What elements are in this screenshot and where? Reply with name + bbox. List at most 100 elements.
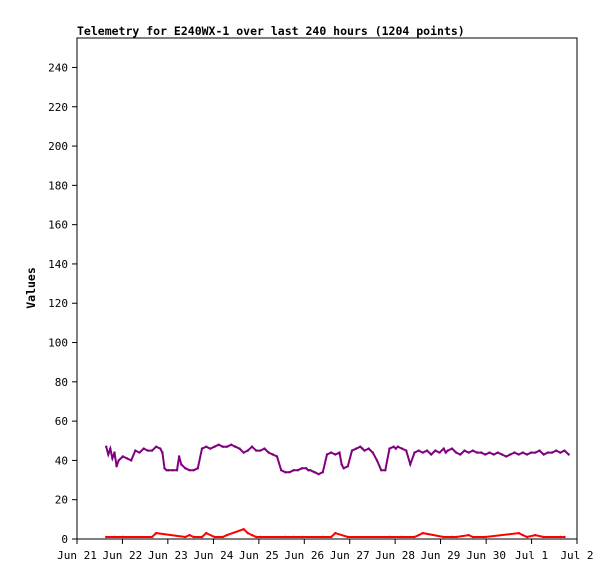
- series-point: [442, 535, 445, 539]
- series-point: [500, 453, 504, 456]
- series-point: [417, 533, 420, 537]
- chart-title: Telemetry for E240WX-1 over last 240 hou…: [77, 24, 465, 38]
- series-point: [350, 449, 354, 452]
- y-axis-label: Values: [24, 267, 38, 309]
- series-point: [559, 535, 562, 539]
- series-point: [111, 457, 114, 460]
- series-point: [505, 455, 508, 458]
- series-point: [340, 463, 343, 466]
- series-point: [542, 453, 545, 456]
- series-point: [300, 467, 304, 470]
- series-point: [192, 535, 195, 539]
- series-point: [138, 451, 141, 454]
- series-point: [467, 533, 470, 537]
- series-point: [267, 451, 270, 454]
- series-point: [484, 453, 487, 456]
- series-point: [234, 445, 237, 448]
- series-point: [475, 451, 479, 454]
- series-point: [355, 447, 358, 450]
- series-point: [113, 535, 116, 539]
- series-point: [521, 451, 524, 454]
- series-point: [413, 535, 416, 539]
- series-point: [321, 471, 324, 474]
- series-point: [309, 469, 312, 472]
- series-point: [146, 449, 149, 452]
- series-point: [388, 447, 391, 450]
- series-point: [300, 535, 304, 539]
- series-point: [400, 535, 404, 539]
- series-point: [142, 447, 145, 450]
- series-point: [284, 535, 287, 539]
- series-point: [363, 449, 366, 452]
- series-point: [200, 535, 204, 539]
- series-point: [438, 451, 441, 454]
- series-point: [107, 453, 110, 456]
- series-point: [396, 445, 399, 448]
- series-point: [150, 535, 154, 539]
- series-point: [559, 451, 562, 454]
- series-point: [230, 443, 233, 446]
- series-layer: [105, 443, 570, 539]
- series-point: [517, 453, 520, 456]
- series-point: [292, 535, 295, 539]
- series-point: [313, 471, 316, 474]
- series-point: [534, 533, 537, 537]
- series-point: [530, 451, 533, 454]
- series-point: [213, 445, 216, 448]
- series-point: [496, 451, 499, 454]
- series-point: [200, 447, 204, 450]
- series-point: [125, 457, 129, 460]
- y-tick-label: 120: [48, 297, 68, 310]
- y-tick-label: 240: [48, 61, 68, 74]
- series-point: [346, 465, 349, 468]
- series-point: [330, 535, 333, 539]
- series-point: [346, 535, 349, 539]
- series-point: [307, 469, 310, 472]
- series-point: [421, 451, 424, 454]
- x-tick-label: Jun 26: [284, 549, 324, 562]
- series-point: [417, 449, 420, 452]
- series-point: [150, 449, 154, 452]
- series-point: [165, 469, 168, 472]
- series-line-0: [105, 443, 570, 476]
- series-point: [484, 535, 487, 539]
- y-tick-label: 80: [55, 376, 68, 389]
- series-point: [550, 451, 554, 454]
- series-point: [509, 453, 512, 456]
- series-point: [192, 469, 195, 472]
- series-point: [517, 531, 520, 535]
- series-point: [542, 535, 545, 539]
- series-point: [325, 453, 329, 456]
- series-point: [492, 453, 495, 456]
- series-point: [155, 531, 158, 535]
- series-point: [380, 469, 383, 472]
- series-point: [361, 447, 364, 450]
- y-tick-label: 160: [48, 219, 68, 232]
- x-tick-label: Jun 30: [466, 549, 506, 562]
- series-point: [117, 459, 120, 462]
- plot-frame: [76, 37, 578, 540]
- series-point: [442, 447, 445, 450]
- series-point: [296, 469, 299, 472]
- series-point: [205, 531, 208, 535]
- series-point: [180, 463, 183, 466]
- series-point: [175, 469, 179, 472]
- series-point: [238, 447, 241, 450]
- series-point: [338, 451, 341, 454]
- series-point: [334, 453, 337, 456]
- series-point: [105, 535, 108, 539]
- x-tick-label: Jun 25: [239, 549, 279, 562]
- series-point: [280, 469, 283, 472]
- series-point: [155, 445, 158, 448]
- series-point: [159, 447, 162, 450]
- series-point: [521, 533, 524, 537]
- series-point: [263, 447, 266, 450]
- series-point: [130, 459, 133, 462]
- series-point: [221, 445, 224, 448]
- y-axis: 0 20 40 60 80 100 120 140 160 180 200 220 240: [48, 61, 77, 546]
- series-point: [342, 467, 345, 470]
- series-point: [334, 531, 337, 535]
- series-point: [546, 451, 549, 454]
- series-point: [459, 453, 462, 456]
